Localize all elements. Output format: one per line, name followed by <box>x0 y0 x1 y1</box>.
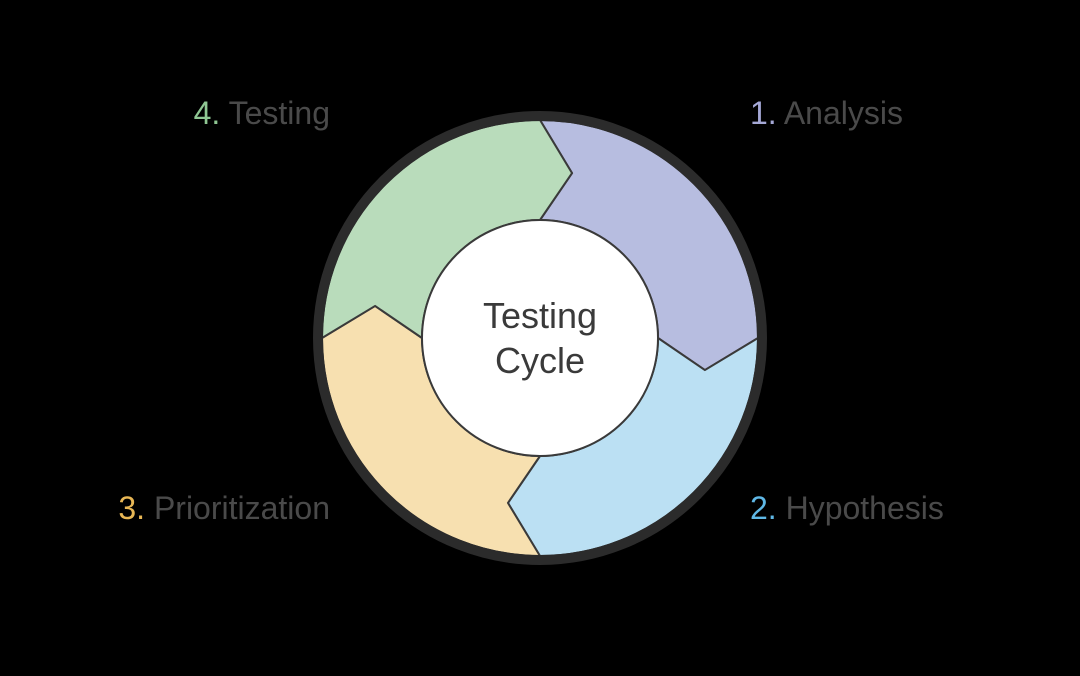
segment-text-4: Testing <box>229 95 330 131</box>
segment-label-testing: 4. Testing <box>194 95 330 132</box>
segment-num-3: 3. <box>118 490 145 526</box>
testing-cycle-diagram: Testing Cycle 1. Analysis 2. Hypothesis … <box>0 0 1080 676</box>
segment-label-hypothesis: 2. Hypothesis <box>750 490 944 527</box>
segment-label-analysis: 1. Analysis <box>750 95 903 132</box>
segment-text-1: Analysis <box>784 95 903 131</box>
segment-num-1: 1. <box>750 95 777 131</box>
segment-text-3: Prioritization <box>154 490 330 526</box>
segment-label-prioritization: 3. Prioritization <box>118 490 330 527</box>
center-line-2: Cycle <box>483 338 597 383</box>
cycle-center-label: Testing Cycle <box>483 293 597 383</box>
segment-num-4: 4. <box>194 95 221 131</box>
segment-text-2: Hypothesis <box>786 490 944 526</box>
center-line-1: Testing <box>483 293 597 338</box>
segment-num-2: 2. <box>750 490 777 526</box>
